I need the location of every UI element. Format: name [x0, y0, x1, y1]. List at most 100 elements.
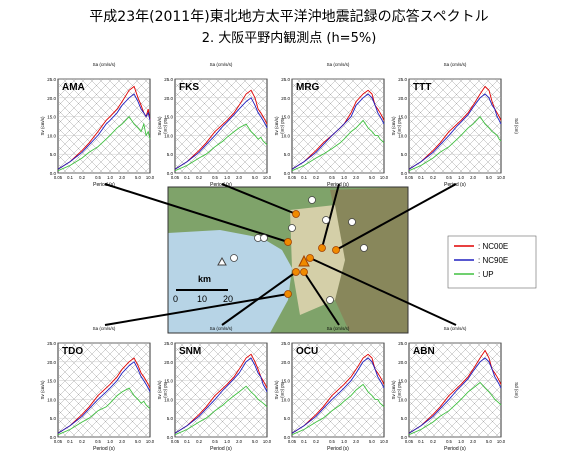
- grid-line-diag: [58, 436, 59, 437]
- grid-line-diag: [175, 136, 212, 173]
- grid-line-diag: [175, 91, 257, 173]
- grid-line-diag: [58, 418, 77, 437]
- connector-line: [309, 257, 457, 326]
- grid-line-diag: [522, 79, 578, 173]
- y-tick-label: 20.0: [47, 96, 56, 101]
- x-tick-label: 0.2: [79, 175, 85, 180]
- y-tick-label: 10.0: [164, 397, 173, 402]
- y-axis-label: Sv (cm/s): [157, 116, 162, 135]
- legend-label: : UP: [478, 270, 494, 279]
- top-axis-label: Sa (cm/s/s): [210, 62, 233, 67]
- x-axis-label: Period (s): [210, 446, 232, 452]
- grid-line-diag: [292, 382, 347, 437]
- series-line-nc00e: [408, 349, 502, 434]
- grid-line-diag: [107, 79, 150, 122]
- grid-line-diag: [558, 79, 578, 173]
- x-tick-label: 5.0: [486, 175, 492, 180]
- grid-line-diag: [233, 403, 267, 437]
- grid-line-diag: [242, 343, 267, 368]
- grid-line-diag: [58, 400, 95, 437]
- grid-line-diag: [409, 355, 491, 437]
- grid-line-diag: [58, 100, 131, 173]
- grid-line-diag: [175, 343, 203, 371]
- y-tick-label: 15.0: [164, 115, 173, 120]
- station-marker: [292, 268, 300, 276]
- grid-line-diag: [332, 343, 384, 395]
- grid-line-diag: [58, 82, 149, 173]
- grid-line-diag: [409, 109, 473, 173]
- y-tick-label: 10.0: [281, 397, 290, 402]
- grid-line-diag: [175, 364, 248, 437]
- x-tick-label: 0.05: [405, 175, 414, 180]
- station-label: AMA: [62, 82, 85, 93]
- series-line-up: [57, 115, 151, 172]
- y-tick-label: 5.0: [167, 416, 174, 421]
- grid-line-diag: [292, 343, 329, 380]
- diagonal-grid: [292, 79, 384, 173]
- grid-line-diag: [409, 346, 500, 437]
- grid-line-diag: [558, 79, 578, 173]
- grid-line-diag: [58, 154, 77, 173]
- grid-line-diag: [58, 91, 140, 173]
- grid-line-diag: [206, 79, 267, 140]
- epicenter-marker: [298, 254, 310, 267]
- x-axis-label: Period (s): [444, 446, 466, 452]
- grid-line-diag: [413, 343, 501, 431]
- grid-line-diag: [175, 82, 266, 173]
- x-axis-label: Period (s): [327, 446, 349, 452]
- grid-line-diag: [58, 373, 122, 437]
- grid-line-diag: [58, 145, 86, 173]
- grid-line-diag: [233, 79, 267, 113]
- x-tick-label: 0.2: [430, 439, 436, 444]
- right-axis-label: Sd (cm): [163, 382, 168, 398]
- x-tick-label: 0.05: [405, 439, 414, 444]
- y-tick-label: 15.0: [164, 379, 173, 384]
- series-line-up: [291, 119, 385, 172]
- scale-tick: 10: [197, 294, 207, 304]
- x-tick-label: 0.2: [196, 175, 202, 180]
- grid-line-diag: [58, 172, 59, 173]
- diagonal-grid: [58, 343, 150, 437]
- top-axis-label: Sa (cm/s/s): [327, 326, 350, 331]
- x-tick-label: 1.0: [224, 175, 230, 180]
- y-tick-label: 10.0: [164, 133, 173, 138]
- grid-line-diag: [409, 136, 446, 173]
- y-tick-label: 20.0: [398, 96, 407, 101]
- grid-line-diag: [476, 343, 501, 368]
- grid-line-diag: [292, 373, 356, 437]
- top-axis-label: Sa (cm/s/s): [93, 326, 116, 331]
- grid-line-diag: [513, 343, 578, 437]
- grid-line-diag: [292, 364, 365, 437]
- grid-line-diag: [323, 343, 384, 404]
- connector-line: [104, 183, 289, 243]
- grid-line-diag: [242, 148, 267, 173]
- x-tick-label: 10.0: [497, 175, 506, 180]
- grid-line-diag: [449, 343, 501, 395]
- station-marker: [318, 244, 326, 252]
- grid-line-diag: [409, 127, 455, 173]
- grid-line-diag: [449, 79, 501, 131]
- grid-line-diag: [62, 343, 150, 431]
- grid-line-diag: [359, 79, 384, 104]
- x-tick-label: 0.1: [418, 439, 424, 444]
- grid-line-diag: [58, 109, 122, 173]
- right-axis-label: Sd (cm): [514, 382, 519, 398]
- grid-line-diag: [58, 136, 95, 173]
- grid-line-diag: [58, 409, 86, 437]
- y-tick-label: 15.0: [281, 379, 290, 384]
- y-tick-label: 5.0: [50, 416, 57, 421]
- x-tick-label: 0.5: [212, 175, 218, 180]
- grid-line-diag: [558, 343, 578, 437]
- grid-line-diag: [458, 130, 501, 173]
- grid-line-diag: [409, 145, 437, 173]
- y-tick-label: 0.0: [284, 435, 291, 440]
- chart-fks: 0.0 5.0 10.0 15.0 20.0 25.0 0.05 0.1 0.2 0.5 1.0 2.…: [157, 62, 285, 188]
- grid-line-diag: [175, 382, 230, 437]
- grid-line-diag: [125, 343, 150, 368]
- y-tick-label: 20.0: [398, 360, 407, 365]
- map: [167, 186, 409, 334]
- diagonal-grid: [175, 343, 267, 437]
- grid-line-diag: [98, 343, 150, 395]
- subtitle: 2. 大阪平野内観測点 (h=5%): [201, 31, 377, 46]
- series-line-up: [174, 385, 268, 436]
